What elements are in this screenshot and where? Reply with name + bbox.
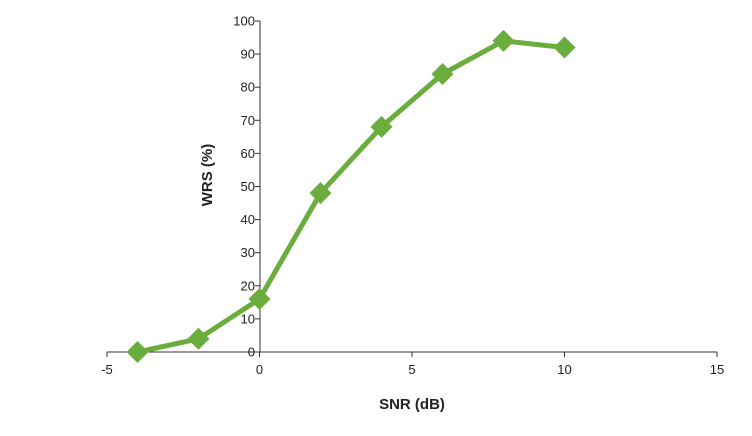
x-tick-label: 0 [256, 362, 263, 377]
x-tick-label: 5 [408, 362, 415, 377]
data-point [553, 36, 576, 59]
y-tick-label: 40 [241, 212, 255, 227]
data-point [187, 327, 210, 350]
y-tick-label: 20 [241, 278, 255, 293]
data-point [126, 341, 149, 363]
y-tick-label: 60 [241, 146, 255, 161]
data-point [492, 29, 515, 52]
data-point [370, 115, 393, 138]
data-point [431, 62, 454, 85]
series-layer [126, 29, 576, 363]
y-tick-label: 100 [233, 14, 255, 29]
y-tick-label: 30 [241, 245, 255, 260]
x-tick-label: 10 [557, 362, 571, 377]
y-tick-label: 90 [241, 47, 255, 62]
y-tick-label: 70 [241, 113, 255, 128]
y-tick-label: 50 [241, 179, 255, 194]
x-tick-label: -5 [101, 362, 113, 377]
y-tick-label: 80 [241, 80, 255, 95]
y-ticks: 0 10 20 30 40 50 60 70 80 90 100 [233, 14, 260, 360]
x-ticks: -5 0 5 10 15 [101, 352, 724, 377]
x-axis: -5 0 5 10 15 [101, 351, 724, 377]
data-point [248, 288, 271, 311]
y-tick-label: 0 [248, 345, 255, 360]
x-axis-title: SNR (dB) [379, 396, 445, 413]
x-tick-label: 15 [710, 362, 724, 377]
y-axis: 0 10 20 30 40 50 60 70 80 90 100 [233, 14, 261, 360]
y-tick-label: 10 [241, 311, 255, 326]
y-axis-title: WRS (%) [199, 144, 216, 207]
series-line [135, 38, 567, 355]
data-point [309, 182, 332, 205]
